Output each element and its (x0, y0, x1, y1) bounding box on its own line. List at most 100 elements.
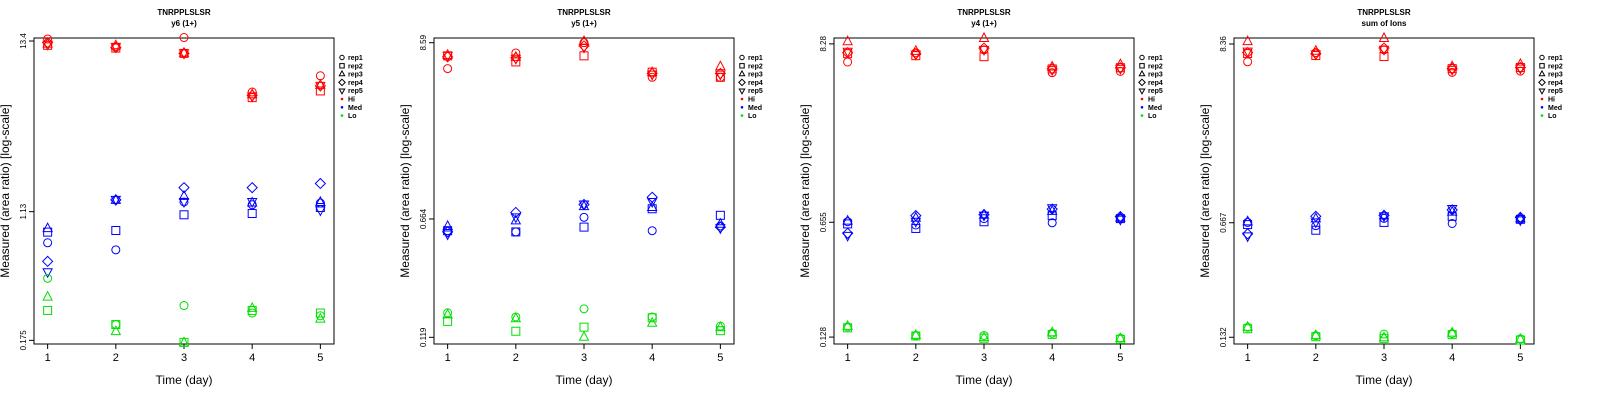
data-point-med-rep5 (246, 197, 258, 209)
data-point-lo-rep3 (442, 308, 453, 319)
data-point-hi-rep5 (1310, 50, 1322, 61)
data-point-med-rep4 (714, 221, 727, 233)
data-point-med-rep3 (715, 217, 726, 228)
legend-marker-rep2 (339, 63, 345, 69)
data-point-med-rep3 (646, 200, 658, 212)
data-point-hi-rep3 (910, 44, 922, 55)
data-point-med-rep1 (511, 227, 521, 237)
y-tick-label: 8.28 (819, 36, 828, 52)
data-point-med-rep4 (510, 206, 522, 219)
legend-label-rep2: rep2 (1548, 63, 1563, 70)
chart-subtitle: y4 (1+) (971, 19, 997, 28)
data-point-hi-rep5 (646, 70, 658, 81)
legend-marker-rep1 (339, 54, 345, 61)
data-point-lo-rep1 (179, 301, 189, 311)
legend-label-rep4: rep4 (1548, 80, 1563, 87)
data-point-lo-rep3 (246, 301, 258, 312)
data-point-med-rep3 (978, 208, 990, 219)
data-point-med-rep2 (511, 227, 521, 237)
legend-dot-med (1140, 106, 1144, 109)
legend-marker-rep1 (1139, 54, 1145, 61)
data-point-med-rep1 (43, 238, 53, 248)
data-point-med-rep4 (441, 226, 454, 238)
data-point-lo-rep3 (178, 336, 190, 347)
legend-label-lo: Lo (1548, 113, 1557, 120)
legend-marker-rep4 (738, 78, 746, 87)
data-point-med-rep5 (1046, 204, 1058, 215)
data-point-med-rep5 (910, 217, 922, 228)
data-point-lo-rep3 (1378, 331, 1390, 342)
data-point-hi-rep5 (178, 49, 190, 60)
data-point-med-rep1 (1447, 218, 1457, 228)
x-tick-label: 5 (317, 352, 323, 364)
chart-title: TNRPPLSLSR (157, 8, 211, 17)
chart-subtitle: y6 (1+) (171, 19, 197, 28)
data-point-hi-rep5 (1446, 65, 1458, 76)
legend-dot-lo (1140, 114, 1144, 117)
legend-label-rep1: rep1 (1148, 55, 1163, 62)
data-point-med-rep3 (510, 214, 522, 225)
data-point-hi-rep3 (1115, 58, 1126, 69)
data-point-hi-rep5 (110, 42, 122, 54)
data-point-med-rep5 (1515, 216, 1526, 227)
data-point-med-rep4 (646, 191, 658, 203)
legend-label-med: Med (1548, 105, 1562, 112)
legend-label-rep2: rep2 (348, 63, 363, 70)
data-point-med-rep2 (111, 225, 121, 235)
data-point-lo-rep3 (1046, 326, 1058, 337)
data-point-med-rep1 (111, 245, 121, 255)
legend-marker-rep5 (1138, 88, 1146, 95)
x-tick-label: 2 (113, 352, 119, 364)
data-point-lo-rep3 (842, 319, 853, 330)
y-tick-label: 0.119 (419, 327, 428, 347)
data-point-hi-rep4 (714, 67, 727, 80)
x-tick-label: 2 (513, 352, 519, 364)
chart-title: TNRPPLSLSR (1357, 8, 1411, 17)
data-point-hi-rep1 (443, 64, 453, 74)
legend-marker-rep2 (739, 63, 745, 69)
data-point-hi-rep3 (1310, 44, 1322, 55)
data-point-med-rep5 (1310, 218, 1322, 229)
y-axis-label: Measured (area ratio) [log-scale] (798, 104, 812, 277)
data-point-med-rep2 (1115, 214, 1125, 224)
data-point-hi-rep5 (315, 81, 326, 92)
legend-label-rep3: rep3 (748, 72, 763, 79)
data-point-med-rep2 (247, 209, 257, 219)
chart-panel-1: TNRPPLSLSR y6 (1+) 1 2 3 4 5 0.175 1.13 13.4 Time … (0, 8, 363, 387)
data-point-med-rep3 (442, 219, 453, 230)
data-point-med-rep4 (178, 181, 190, 194)
y-tick-label: 0.655 (819, 212, 828, 233)
data-point-lo-rep2 (43, 305, 53, 315)
data-point-med-rep5 (1242, 232, 1253, 243)
data-point-med-rep2 (1047, 211, 1057, 221)
data-point-hi-rep4 (1446, 62, 1458, 75)
plot-frame (833, 37, 1135, 345)
legend-dot-med (340, 106, 344, 109)
data-point-lo-rep3 (1310, 329, 1322, 340)
y-axis-label: Measured (area ratio) [log-scale] (0, 104, 12, 277)
data-point-med-rep1 (579, 212, 589, 222)
data-point-hi-rep5 (1378, 45, 1390, 56)
legend-label-med: Med (1148, 105, 1162, 112)
data-point-hi-rep3 (1242, 35, 1253, 46)
legend-label-rep3: rep3 (348, 72, 363, 79)
chart-panel-2: TNRPPLSLSR y5 (1+) 1 2 3 4 5 0.119 0.664 8.59 Time… (398, 8, 763, 387)
data-point-hi-rep5 (978, 45, 990, 56)
legend-label-hi: Hi (1148, 97, 1155, 104)
x-axis-label: Time (day) (1356, 373, 1413, 387)
data-point-med-rep5 (178, 197, 190, 209)
data-point-med-rep2 (1515, 214, 1525, 224)
data-point-lo-rep2 (443, 316, 453, 326)
data-point-hi-rep1 (315, 71, 325, 81)
legend-label-med: Med (348, 105, 362, 112)
data-point-lo-rep3 (510, 312, 522, 323)
data-point-hi-rep1 (579, 38, 589, 48)
data-point-hi-rep3 (1378, 31, 1390, 42)
data-point-med-rep5 (110, 195, 122, 206)
data-point-med-rep2 (579, 222, 589, 232)
data-point-lo-rep3 (978, 331, 990, 342)
legend-marker-rep3 (1538, 69, 1546, 77)
x-tick-label: 4 (1049, 352, 1055, 364)
x-tick-label: 5 (717, 352, 723, 364)
data-point-lo-rep1 (43, 273, 53, 283)
